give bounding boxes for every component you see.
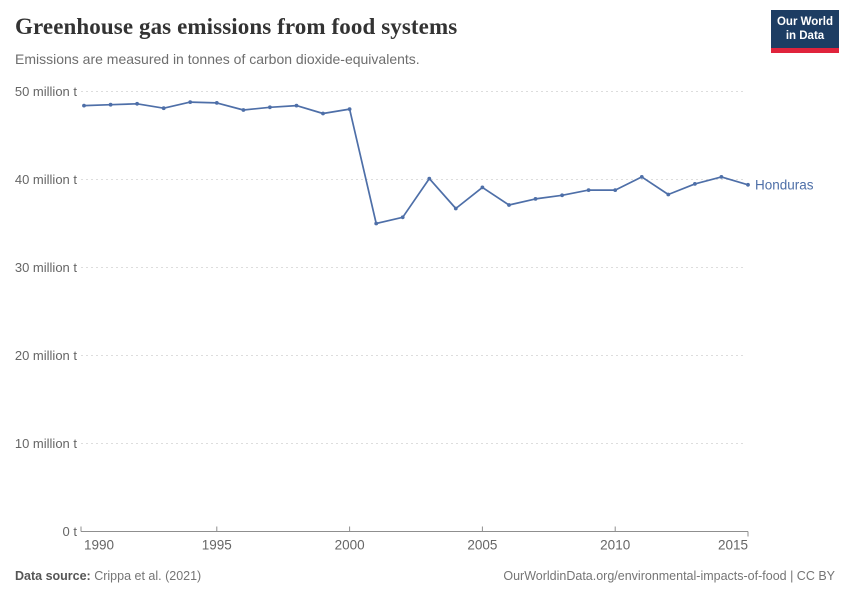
data-point bbox=[613, 188, 618, 193]
data-point bbox=[560, 193, 564, 198]
data-point bbox=[268, 105, 272, 110]
data-point bbox=[427, 176, 432, 181]
entity-label-honduras[interactable]: Honduras bbox=[755, 178, 814, 193]
x-axis-tick-label: 1995 bbox=[202, 538, 232, 553]
data-point bbox=[480, 185, 485, 190]
x-axis-tick-label: 1990 bbox=[84, 538, 114, 553]
data-point bbox=[746, 182, 750, 187]
x-axis-tick-label: 2015 bbox=[718, 538, 748, 553]
page-title: Greenhouse gas emissions from food syste… bbox=[15, 14, 458, 39]
data-point bbox=[135, 101, 140, 106]
chart-subtitle: Emissions are measured in tonnes of carb… bbox=[15, 51, 420, 67]
data-point bbox=[82, 103, 86, 108]
owid-logo: Our World in Data bbox=[771, 10, 839, 53]
data-point bbox=[666, 192, 671, 197]
data-point bbox=[586, 188, 591, 193]
data-point bbox=[321, 111, 325, 116]
data-point bbox=[294, 103, 299, 108]
owid-logo-line1: Our World bbox=[776, 16, 833, 28]
data-source-label: Data source: bbox=[15, 569, 91, 583]
data-source-value: Crippa et al. (2021) bbox=[94, 569, 202, 583]
y-axis-tick-label: 30 million t bbox=[15, 260, 78, 275]
footer-license-link[interactable]: OurWorldinData.org/environmental-impacts… bbox=[503, 569, 835, 583]
data-point bbox=[241, 108, 246, 112]
x-axis-tick-label: 2010 bbox=[600, 538, 630, 553]
data-point bbox=[639, 175, 644, 179]
data-point bbox=[161, 106, 166, 111]
y-axis-tick-label: 50 million t bbox=[15, 84, 78, 99]
data-point bbox=[108, 102, 113, 107]
data-point bbox=[533, 197, 538, 201]
y-axis-tick-label: 40 million t bbox=[15, 172, 78, 187]
y-axis-tick-label: 10 million t bbox=[15, 436, 78, 451]
data-point bbox=[507, 203, 511, 207]
owid-logo-line2: in Data bbox=[785, 29, 825, 42]
y-axis-tick-label: 0 t bbox=[63, 524, 78, 539]
x-axis-tick-label: 2005 bbox=[467, 538, 497, 553]
data-point bbox=[453, 206, 458, 211]
data-point bbox=[374, 221, 379, 226]
data-point bbox=[347, 107, 352, 111]
data-point bbox=[719, 175, 724, 179]
data-point bbox=[693, 182, 697, 186]
data-point bbox=[214, 101, 219, 105]
data-point bbox=[400, 215, 405, 220]
y-axis-tick-label: 20 million t bbox=[15, 348, 78, 363]
data-point bbox=[188, 100, 193, 104]
x-axis-tick-label: 2000 bbox=[335, 538, 365, 553]
series-line-honduras bbox=[83, 101, 749, 225]
data-source: Data source: Crippa et al. (2021) bbox=[15, 569, 201, 583]
